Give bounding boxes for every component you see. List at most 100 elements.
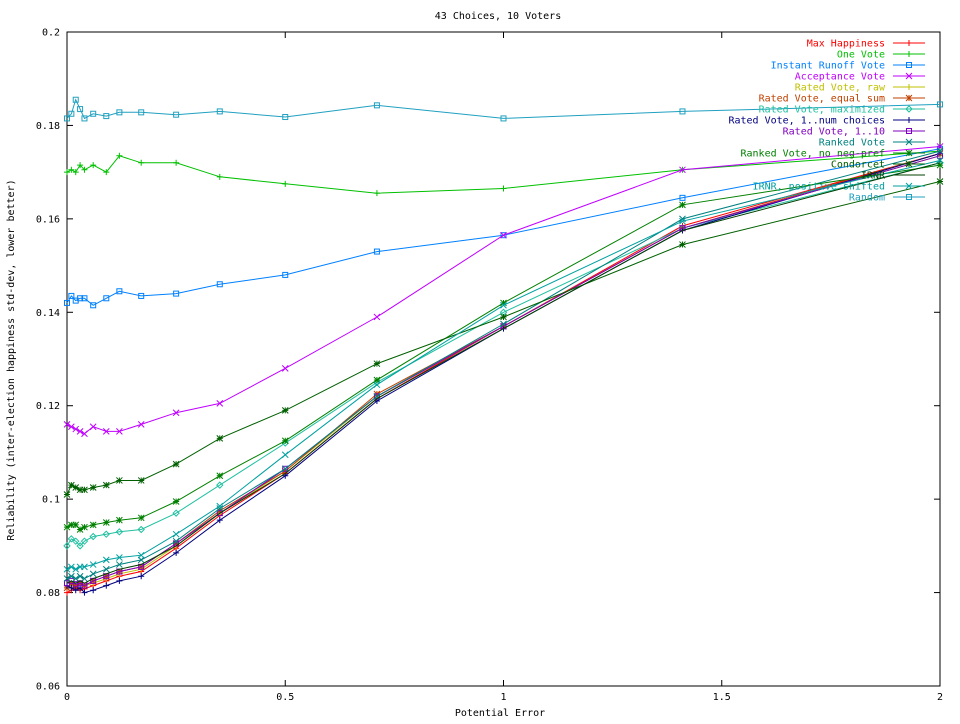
data-point <box>138 573 145 580</box>
data-point <box>216 517 223 524</box>
data-point <box>89 532 97 541</box>
data-point <box>137 525 145 534</box>
data-point <box>90 302 97 309</box>
data-point <box>72 581 79 588</box>
data-point <box>81 523 88 531</box>
data-point <box>116 516 123 524</box>
data-point <box>216 173 223 180</box>
data-point <box>68 292 75 299</box>
data-point <box>81 115 88 122</box>
data-point <box>89 561 97 568</box>
y-tick-label: 0.16 <box>36 214 60 225</box>
data-point <box>216 502 224 510</box>
data-point <box>63 542 71 550</box>
data-point <box>116 288 123 295</box>
data-point <box>116 561 123 568</box>
data-point <box>116 577 123 584</box>
data-point <box>282 114 289 121</box>
data-point <box>936 178 944 185</box>
data-point <box>80 537 89 545</box>
data-point <box>89 484 97 491</box>
series-line <box>66 164 941 531</box>
y-axis-label: Reliability (inter-election happiness st… <box>6 179 17 540</box>
data-point <box>500 115 507 122</box>
data-point <box>81 563 88 571</box>
data-point <box>373 190 380 197</box>
data-point <box>102 530 110 538</box>
data-point <box>281 451 289 459</box>
data-point <box>281 407 289 414</box>
data-point <box>76 572 84 580</box>
legend-item-acceptance-vote: Acceptance Vote <box>795 72 925 83</box>
legend-label: Random <box>849 193 885 204</box>
data-point <box>63 575 71 582</box>
data-point <box>102 565 110 573</box>
data-point <box>67 535 76 543</box>
data-point <box>679 166 686 174</box>
data-point <box>172 498 180 505</box>
data-point <box>936 157 944 164</box>
data-point <box>138 159 145 166</box>
data-point <box>281 465 289 473</box>
legend-marker <box>906 128 912 134</box>
x-tick-label: 1.5 <box>713 692 731 703</box>
data-point <box>72 96 79 103</box>
legend-item-rated-vote-1-num-choices: Rated Vote, 1..num choices <box>728 116 925 127</box>
data-point <box>679 241 686 248</box>
series-line <box>66 160 941 570</box>
data-point <box>172 460 180 468</box>
data-point <box>72 521 80 529</box>
legend-label: Ranked Vote <box>819 138 885 149</box>
data-point <box>116 428 123 435</box>
data-point <box>68 423 75 431</box>
series-line <box>66 153 941 594</box>
data-point <box>72 565 80 573</box>
y-tick-label: 0.18 <box>36 121 60 132</box>
data-point <box>68 110 75 117</box>
legend-item-irnr-positive-shifted: IRNR, positive shifted <box>753 182 925 193</box>
data-point <box>500 299 507 307</box>
data-point <box>500 313 507 321</box>
series-rated-vote-raw <box>64 152 943 591</box>
legend-label: Rated Vote, raw <box>795 83 886 94</box>
legend-item-rated-vote-1-10: Rated Vote, 1..10 <box>783 127 925 138</box>
y-tick-label: 0.06 <box>36 682 60 693</box>
data-point <box>936 161 944 169</box>
data-point <box>63 523 71 531</box>
data-point <box>77 106 84 113</box>
legend-item-instant-runoff-vote: Instant Runoff Vote <box>771 61 925 72</box>
legend-item-condorcet: Condorcet <box>831 160 925 171</box>
data-point <box>89 423 97 431</box>
data-point <box>216 510 223 517</box>
data-point <box>937 152 943 159</box>
data-point <box>102 481 110 489</box>
data-point <box>373 393 381 400</box>
legend-item-max-happiness: Max Happiness <box>807 39 925 50</box>
series-line <box>66 98 941 120</box>
data-point <box>72 575 80 582</box>
data-point <box>68 572 75 580</box>
legend-marker <box>905 160 913 168</box>
legend-marker <box>906 40 912 46</box>
data-point <box>282 180 289 187</box>
data-point <box>173 290 180 297</box>
x-axis-label: Potential Error <box>455 708 545 719</box>
data-point <box>77 162 84 169</box>
series-line <box>66 162 941 547</box>
legend-marker <box>905 149 913 157</box>
data-point <box>373 248 380 255</box>
data-point <box>68 166 75 173</box>
data-point <box>116 554 123 561</box>
data-point <box>76 526 84 533</box>
data-point <box>64 299 70 306</box>
data-point <box>72 587 79 594</box>
data-point <box>68 521 75 529</box>
data-point <box>216 400 224 407</box>
legend-marker <box>906 62 912 68</box>
legend-item-rated-vote-raw: Rated Vote, raw <box>795 83 925 94</box>
data-point <box>81 486 88 494</box>
data-point <box>500 320 507 328</box>
legend-marker <box>906 84 912 90</box>
data-point <box>81 589 88 596</box>
y-tick-label: 0.08 <box>36 588 60 599</box>
